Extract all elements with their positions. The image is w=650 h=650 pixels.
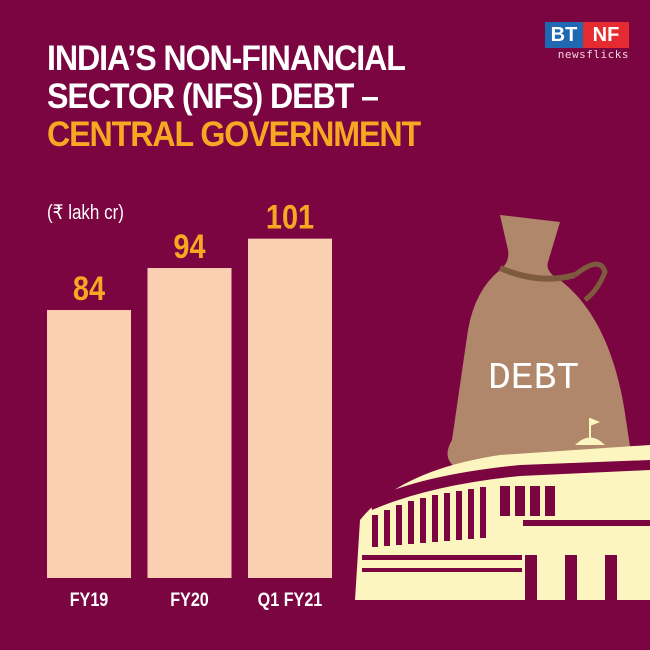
logo-nf: NF: [583, 22, 629, 48]
y-axis-unit-label: (₹ lakh cr): [47, 202, 124, 224]
category-label: Q1 FY21: [258, 589, 323, 611]
chart-title: INDIA’S NON-FINANCIAL SECTOR (NFS) DEBT …: [47, 39, 421, 154]
data-label: 84: [73, 269, 106, 308]
bar-fy20: [147, 268, 232, 578]
category-label: FY19: [70, 589, 109, 611]
logo-bt: BT: [545, 22, 583, 48]
money-bag-icon: DEBT: [447, 215, 632, 470]
bar-fy19: [47, 310, 131, 578]
title-line-2: SECTOR (NFS) DEBT –: [47, 77, 379, 116]
title-line-1: INDIA’S NON-FINANCIAL: [47, 39, 406, 78]
title-line-3: CENTRAL GOVERNMENT: [47, 115, 421, 154]
bt-newsflicks-logo: BT NF newsflicks: [545, 22, 629, 61]
bag-label: DEBT: [488, 357, 579, 400]
bar-q1-fy21: [248, 238, 332, 578]
category-label: FY20: [170, 589, 209, 611]
data-label: 101: [266, 197, 314, 236]
logo-subtitle: newsflicks: [557, 48, 629, 61]
parliament-building-icon: [355, 418, 650, 600]
data-label: 94: [173, 227, 206, 266]
